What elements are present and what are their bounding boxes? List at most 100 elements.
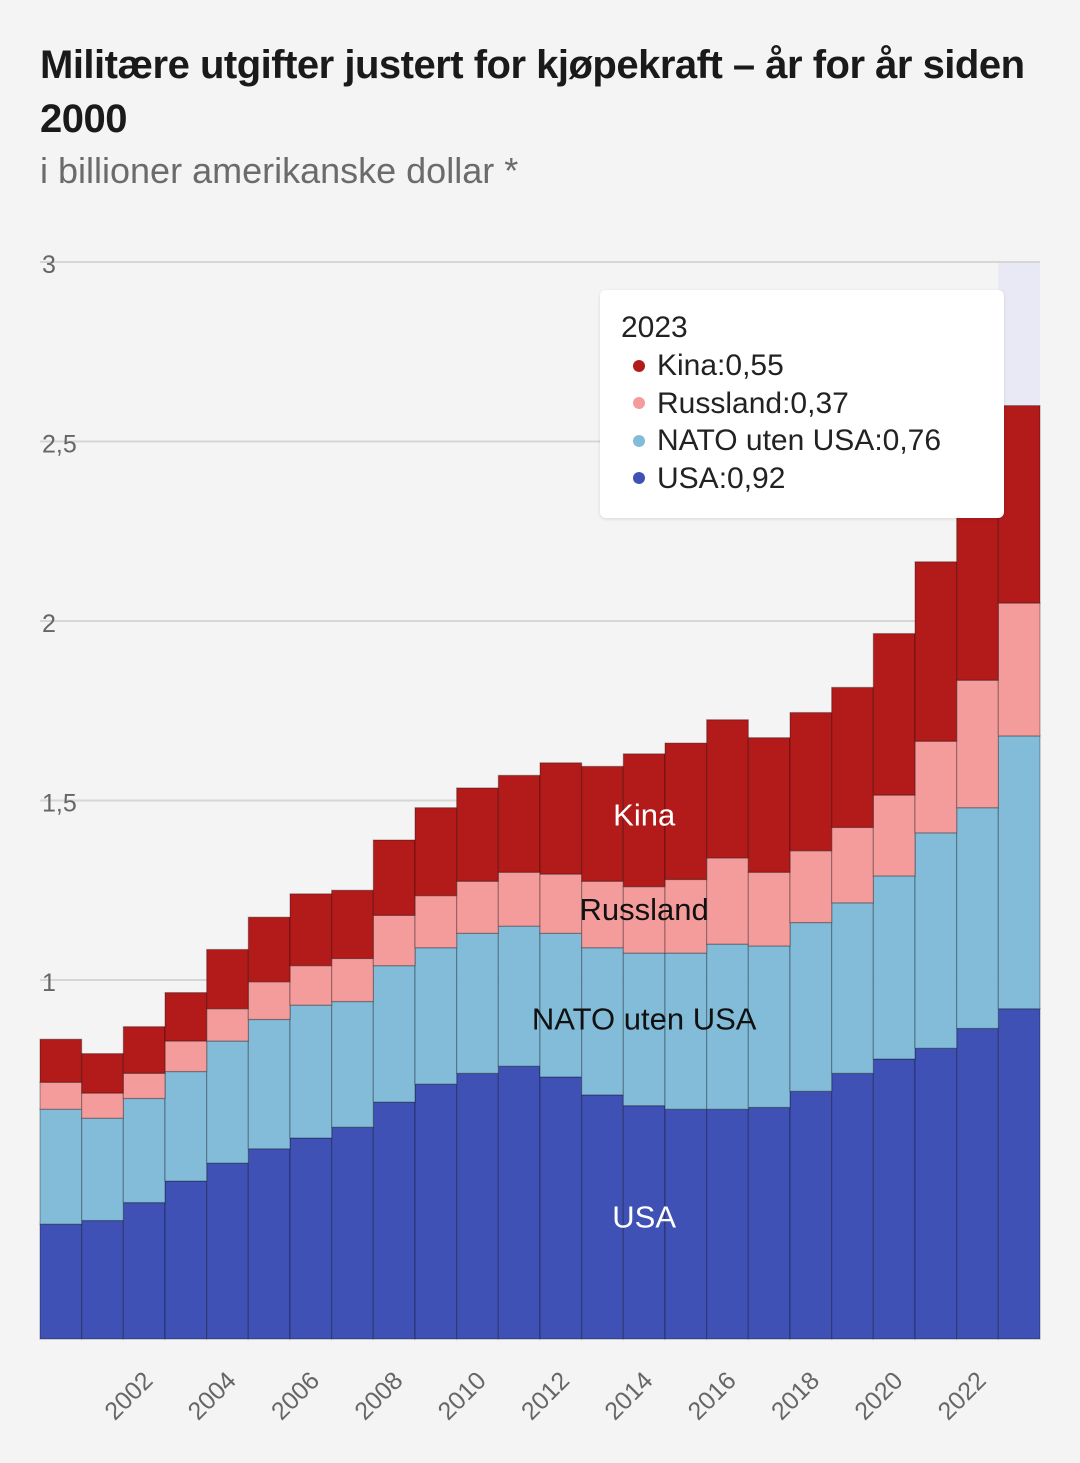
bar-usa — [997, 1008, 1041, 1340]
bar-russland — [914, 740, 958, 834]
bar-nato-uten-usa — [331, 1000, 374, 1128]
tooltip-value-russland: 0,37 — [790, 386, 849, 420]
bar-nato-uten-usa — [81, 1117, 124, 1222]
bar-nato-uten-usa — [622, 952, 666, 1107]
bar-usa — [706, 1108, 749, 1340]
x-tick-label: 2002 — [99, 1366, 158, 1425]
x-tick-label: 2016 — [683, 1366, 742, 1425]
bar-russland — [497, 871, 541, 927]
bar-usa — [289, 1137, 333, 1340]
bar-usa — [581, 1094, 624, 1340]
bar-russland — [872, 794, 916, 877]
bar-usa — [831, 1072, 874, 1340]
tooltip-label-usa: USA — [657, 460, 727, 498]
y-tick-label: 2,5 — [42, 431, 77, 459]
bar-nato-uten-usa — [164, 1070, 208, 1182]
bar-kina — [831, 686, 874, 829]
bar-nato-uten-usa — [39, 1108, 83, 1225]
chart-subtitle: i billioner amerikanske dollar * — [40, 150, 519, 191]
tooltip-row-kina: Kina 0,55 — [621, 347, 1004, 385]
x-tick-label: 2008 — [349, 1366, 408, 1425]
bar-russland — [206, 1008, 249, 1042]
bar-russland — [997, 602, 1041, 737]
bar-usa — [539, 1076, 583, 1340]
bar-usa — [122, 1201, 166, 1340]
bar-kina — [331, 889, 374, 960]
y-tick-label: 2 — [42, 610, 56, 638]
bar-usa — [81, 1219, 124, 1340]
x-tick-label: 2006 — [266, 1366, 325, 1425]
chart-title: Militære utgifter justert for kjøpekraft… — [40, 43, 1025, 141]
bar-nato-uten-usa — [289, 1004, 333, 1139]
bar-kina — [81, 1052, 124, 1094]
bar-kina — [539, 762, 583, 875]
bar-russland — [414, 895, 458, 949]
bar-russland — [456, 880, 499, 934]
x-tick-label: 2018 — [766, 1366, 825, 1425]
x-tick-label: 2014 — [599, 1366, 658, 1425]
bar-nato-uten-usa — [497, 925, 541, 1067]
bar-russland — [39, 1081, 83, 1110]
bar-nato-uten-usa — [122, 1097, 166, 1204]
bar-russland — [747, 871, 791, 947]
bar-usa — [372, 1101, 416, 1340]
bar-russland — [539, 873, 583, 934]
bar-russland — [831, 826, 874, 904]
bar-russland — [706, 857, 749, 945]
bar-usa — [39, 1223, 83, 1340]
bar-usa — [664, 1108, 708, 1340]
bar-nato-uten-usa — [664, 952, 708, 1110]
bar-usa — [206, 1162, 249, 1340]
bar-kina — [414, 807, 458, 897]
bar-usa — [456, 1072, 499, 1340]
bar-usa — [164, 1180, 208, 1340]
y-tick-label: 3 — [42, 251, 56, 279]
bar-nato-uten-usa — [456, 932, 499, 1074]
tooltip-year: 2023 — [621, 311, 688, 344]
bar-russland — [247, 981, 291, 1021]
bar-kina — [247, 916, 291, 983]
tooltip-row-russland: Russland 0,37 — [621, 385, 1004, 423]
bar-russland — [581, 880, 624, 949]
bar-kina — [872, 632, 916, 796]
bar-russland — [331, 957, 374, 1003]
tooltip-label-nato: NATO uten USA — [657, 422, 883, 460]
series-label-kina: Kina — [613, 797, 676, 832]
tooltip-label-kina: Kina — [657, 347, 725, 385]
bar-usa — [414, 1083, 458, 1340]
x-tick-label: 2020 — [849, 1366, 908, 1425]
bar-kina — [456, 787, 499, 882]
bar-usa — [789, 1090, 833, 1340]
bar-nato-uten-usa — [247, 1018, 291, 1150]
bar-kina — [914, 561, 958, 742]
nato-dot-icon — [633, 434, 645, 447]
bar-nato-uten-usa — [831, 902, 874, 1074]
x-tick-label: 2022 — [933, 1366, 992, 1425]
tooltip-label-russland: Russland — [657, 385, 790, 423]
bar-nato-uten-usa — [206, 1040, 249, 1164]
x-tick-label: 2012 — [516, 1366, 575, 1425]
series-label-russland: Russland — [580, 892, 709, 927]
bar-usa — [956, 1027, 999, 1340]
bar-russland — [122, 1072, 166, 1100]
x-tick-label: 2010 — [433, 1366, 492, 1425]
bar-kina — [372, 839, 416, 916]
tooltip-value-kina: 0,55 — [725, 349, 784, 382]
tooltip-value-nato: 0,76 — [882, 424, 942, 457]
bar-russland — [372, 914, 416, 967]
bar-russland — [956, 679, 999, 809]
series-label-usa: USA — [612, 1199, 676, 1234]
bar-nato-uten-usa — [747, 945, 791, 1109]
bar-usa — [497, 1065, 541, 1340]
bar-kina — [789, 711, 833, 852]
series-label-nato-uten-usa: NATO uten USA — [532, 1001, 757, 1036]
bar-nato-uten-usa — [372, 965, 416, 1103]
bar-kina — [664, 742, 708, 881]
bar-russland — [789, 850, 833, 924]
tooltip-row-nato: NATO uten USA 0,76 — [621, 422, 1004, 460]
y-tick-label: 1 — [42, 969, 56, 997]
bar-kina — [706, 719, 749, 859]
bar-usa — [914, 1047, 958, 1340]
bar-nato-uten-usa — [789, 921, 833, 1092]
bar-nato-uten-usa — [956, 807, 999, 1030]
